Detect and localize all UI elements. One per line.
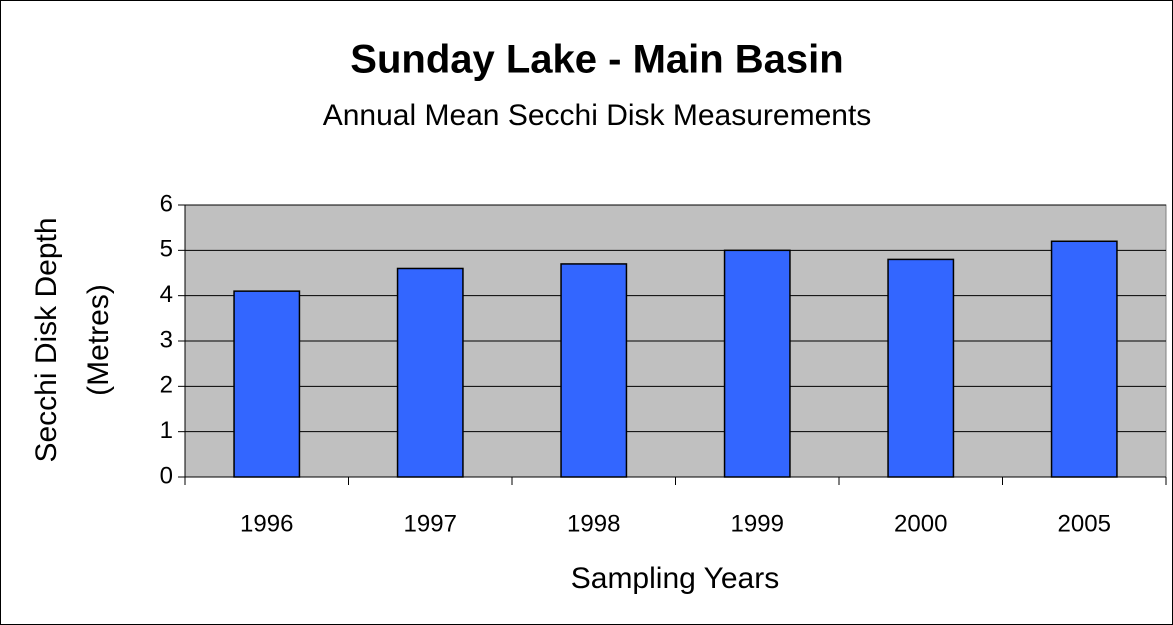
x-tick-label: 1997 — [404, 510, 457, 537]
y-axis-title: Secchi Disk Depth — [30, 217, 63, 462]
bar — [723, 249, 791, 478]
y-axis-title: (Metres) — [82, 284, 115, 396]
y-tick-label: 1 — [160, 417, 173, 444]
y-tick-label: 5 — [160, 236, 173, 263]
y-tick-label: 4 — [160, 281, 173, 308]
bar — [887, 258, 955, 478]
y-tick-label: 2 — [160, 372, 173, 399]
y-tick-label: 6 — [160, 190, 173, 217]
y-tick-label: 3 — [160, 326, 173, 353]
x-tick-label: 2005 — [1058, 510, 1111, 537]
bar — [1050, 240, 1118, 478]
bar — [560, 263, 628, 478]
bar — [396, 267, 464, 478]
x-tick-label: 1996 — [240, 510, 293, 537]
x-tick-label: 2000 — [894, 510, 947, 537]
chart-subtitle: Annual Mean Secchi Disk Measurements — [323, 99, 872, 132]
x-tick-label: 1999 — [731, 510, 784, 537]
x-axis-title: Sampling Years — [571, 562, 779, 595]
chart-title: Sunday Lake - Main Basin — [350, 38, 843, 82]
bar — [233, 290, 301, 478]
y-tick-label: 0 — [160, 462, 173, 489]
x-tick-label: 1998 — [567, 510, 620, 537]
